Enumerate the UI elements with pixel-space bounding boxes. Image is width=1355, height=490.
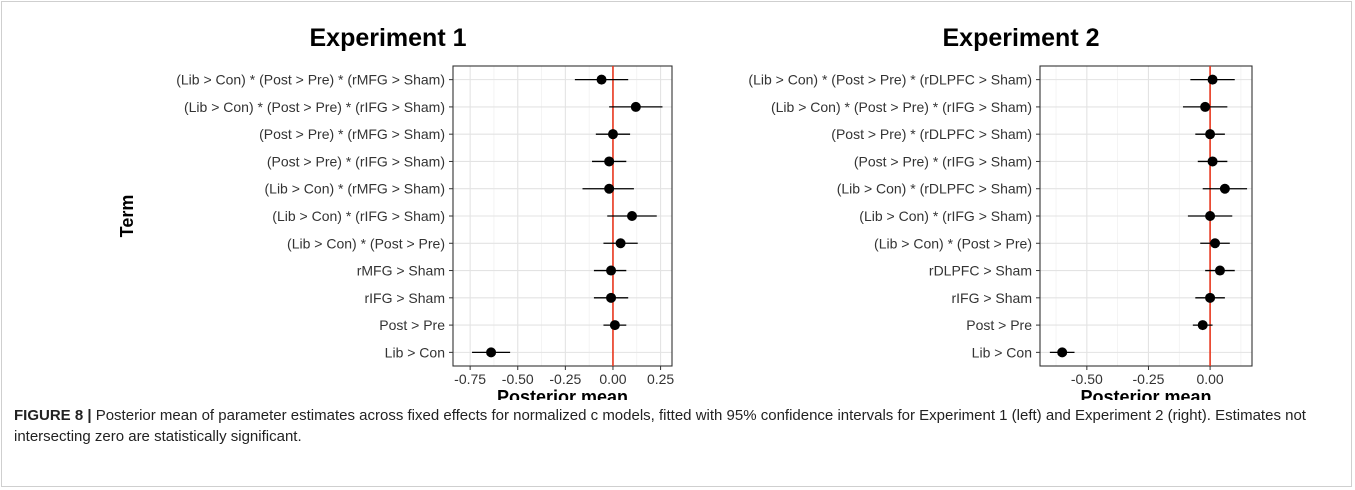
panel2-term-label: (Lib > Con) * (Post > Pre): [874, 235, 1032, 251]
panel1-point-estimate: [609, 320, 620, 331]
panel1-x-tick-label: 0.00: [599, 371, 626, 387]
panel1-point-estimate: [604, 156, 615, 167]
panel1-point-estimate: [607, 129, 618, 140]
panel1-term-label: Lib > Con: [385, 344, 445, 360]
panel2-point-estimate: [1197, 320, 1208, 331]
panel2-term-label: Post > Pre: [966, 317, 1032, 333]
panel2-point-estimate: [1205, 292, 1216, 303]
panel1-x-tick-label: -0.25: [549, 371, 581, 387]
panel1-term-label: (Lib > Con) * (Post > Pre) * (rMFG > Sha…: [176, 72, 445, 88]
panel2-x-tick-label: -0.50: [1071, 371, 1103, 387]
panel2-x-tick-label: -0.25: [1133, 371, 1165, 387]
panel2-term-label: (Lib > Con) * (rDLPFC > Sham): [837, 181, 1032, 197]
panel1-x-tick-label: -0.75: [454, 371, 486, 387]
panel1-point-estimate: [596, 74, 607, 85]
panel1-point-estimate: [630, 101, 641, 112]
panel2-x-axis-title: Posterior mean: [1080, 387, 1211, 400]
panel1-term-label: rMFG > Sham: [357, 263, 445, 279]
panel1-term-label: (Lib > Con) * (rIFG > Sham): [272, 208, 445, 224]
panel2-term-label: Lib > Con: [972, 344, 1032, 360]
figure-label: FIGURE 8 |: [14, 407, 92, 424]
panel2-point-estimate: [1210, 238, 1221, 249]
panel2-term-label: rDLPFC > Sham: [929, 263, 1032, 279]
panel2-term-label: (Lib > Con) * (rIFG > Sham): [859, 208, 1032, 224]
panel2-title: Experiment 2: [942, 24, 1099, 52]
panel1-x-tick-label: -0.50: [502, 371, 534, 387]
panel1-point-estimate: [606, 265, 617, 276]
panel1-term-label: rIFG > Sham: [364, 290, 445, 306]
panel1-point-estimate: [486, 347, 497, 358]
panel1-term-label: Post > Pre: [379, 317, 445, 333]
panel2-point-estimate: [1207, 74, 1218, 85]
panel2-term-label: (Post > Pre) * (rDLPFC > Sham): [831, 126, 1032, 142]
panel1-x-tick-label: 0.25: [647, 371, 674, 387]
panel2-point-estimate: [1205, 211, 1216, 221]
panel1-term-label: (Post > Pre) * (rIFG > Sham): [267, 153, 445, 169]
panel1-point-estimate: [627, 211, 638, 221]
panel2-point-estimate: [1205, 129, 1216, 140]
figure-caption: FIGURE 8 | Posterior mean of parameter e…: [14, 405, 1334, 447]
panel2-term-label: (Post > Pre) * (rIFG > Sham): [854, 153, 1032, 169]
panel1-term-label: (Lib > Con) * (Post > Pre): [287, 235, 445, 251]
panel1-term-label: (Post > Pre) * (rMFG > Sham): [259, 126, 445, 142]
panel2-term-label: rIFG > Sham: [951, 290, 1032, 306]
panel2-term-label: (Lib > Con) * (Post > Pre) * (rIFG > Sha…: [771, 99, 1032, 115]
panel2-point-estimate: [1200, 101, 1211, 112]
panel2-point-estimate: [1219, 183, 1230, 194]
panel1-point-estimate: [606, 292, 617, 303]
panel1-y-axis-title: Term: [117, 195, 137, 238]
panel1-term-label: (Lib > Con) * (rMFG > Sham): [265, 181, 446, 197]
panel1-term-label: (Lib > Con) * (Post > Pre) * (rIFG > Sha…: [184, 99, 445, 115]
panel2-x-tick-label: 0.00: [1196, 371, 1223, 387]
panel2-term-label: (Lib > Con) * (Post > Pre) * (rDLPFC > S…: [748, 72, 1032, 88]
panel1-point-estimate: [604, 183, 615, 194]
panel1-title: Experiment 1: [309, 24, 466, 52]
panel1-x-axis-title: Posterior mean: [497, 387, 628, 400]
forest-plot-figure: Experiment 1 (Lib > Con) * (Post > Pre) *…: [117, 24, 1253, 400]
panel1-point-estimate: [615, 238, 626, 249]
panel2-point-estimate: [1214, 265, 1225, 276]
panel2-point-estimate: [1057, 347, 1068, 358]
panel2-point-estimate: [1207, 156, 1218, 167]
caption-text: Posterior mean of parameter estimates ac…: [14, 407, 1306, 445]
